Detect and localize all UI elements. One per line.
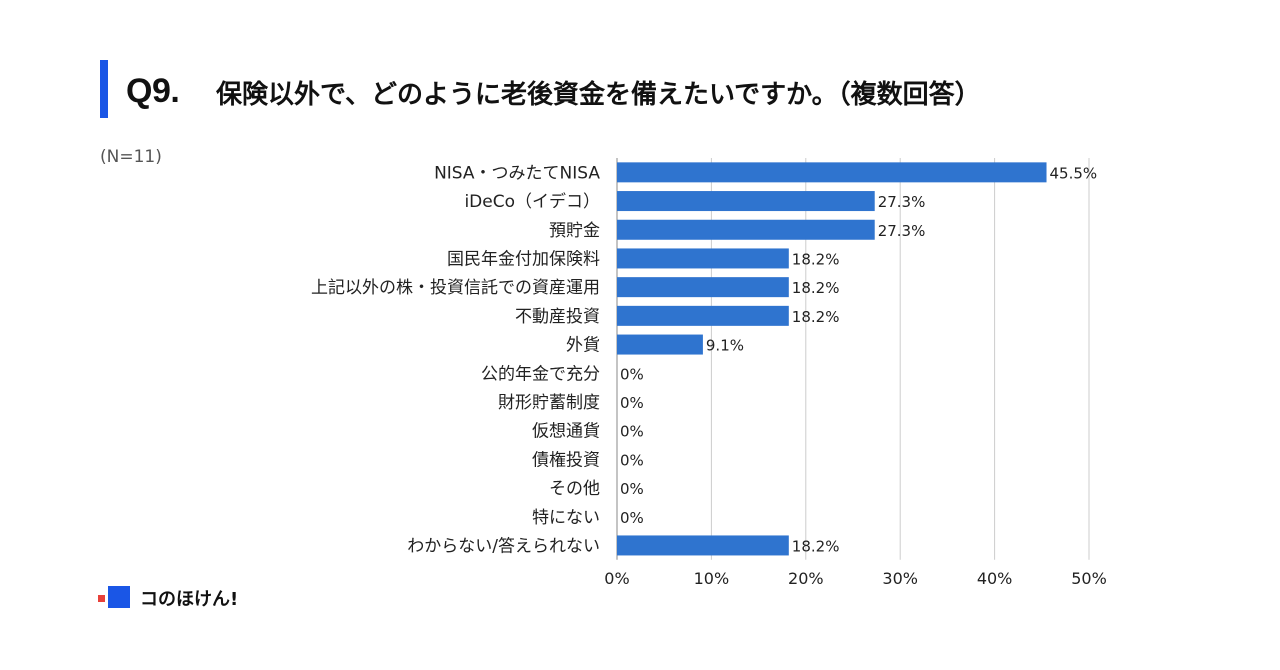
category-label: 国民年金付加保険料 [447, 249, 600, 269]
category-label: 預貯金 [549, 221, 600, 241]
sample-size: (N=11) [100, 147, 162, 167]
x-tick-label: 50% [1071, 569, 1107, 588]
category-label: 上記以外の株・投資信託での資産運用 [311, 278, 600, 298]
data-label: 0% [620, 480, 644, 498]
bar [617, 219, 875, 240]
x-tick-label: 30% [882, 569, 918, 588]
category-label: 債権投資 [532, 450, 600, 470]
category-label: 財形貯蓄制度 [498, 393, 600, 413]
x-tick-label: 10% [694, 569, 730, 588]
category-label: わからない/答えられない [407, 536, 600, 556]
brand-logo: コのほけん! [98, 585, 238, 611]
title-accent-bar [100, 60, 108, 118]
data-label: 0% [620, 365, 644, 383]
data-label: 0% [620, 509, 644, 527]
data-label: 27.3% [878, 222, 926, 240]
data-label: 18.2% [792, 279, 840, 297]
bar [617, 191, 875, 212]
data-label: 9.1% [706, 337, 744, 355]
data-label: 18.2% [792, 537, 840, 555]
data-label: 18.2% [792, 308, 840, 326]
x-tick-label: 20% [788, 569, 824, 588]
x-tick-label: 40% [977, 569, 1013, 588]
category-label: NISA・つみたてNISA [434, 163, 600, 183]
data-label: 0% [620, 394, 644, 412]
bar [617, 535, 789, 556]
category-label: 不動産投資 [515, 307, 600, 327]
data-label: 0% [620, 423, 644, 441]
category-label: 外貨 [566, 336, 600, 356]
category-label: iDeCo（イデコ） [464, 191, 600, 212]
category-label: 公的年金で充分 [481, 364, 600, 384]
data-label: 0% [620, 451, 644, 469]
bar [617, 248, 789, 269]
bar [617, 334, 703, 355]
bar [617, 277, 789, 298]
logo-text: コのほけん! [140, 589, 239, 610]
question-title: 保険以外で、どのように老後資金を備えたいですか。（複数回答） [216, 80, 981, 110]
category-label: 仮想通貨 [532, 422, 600, 442]
data-label: 18.2% [792, 250, 840, 268]
logo-mark-icon [98, 586, 132, 610]
data-label: 45.5% [1050, 164, 1098, 182]
bar [617, 162, 1047, 183]
bar [617, 305, 789, 326]
x-tick-label: 0% [604, 569, 629, 588]
category-label: その他 [549, 479, 600, 499]
data-label: 27.3% [878, 193, 926, 211]
category-label: 特にない [532, 508, 600, 528]
question-number: Q9. [126, 72, 180, 110]
